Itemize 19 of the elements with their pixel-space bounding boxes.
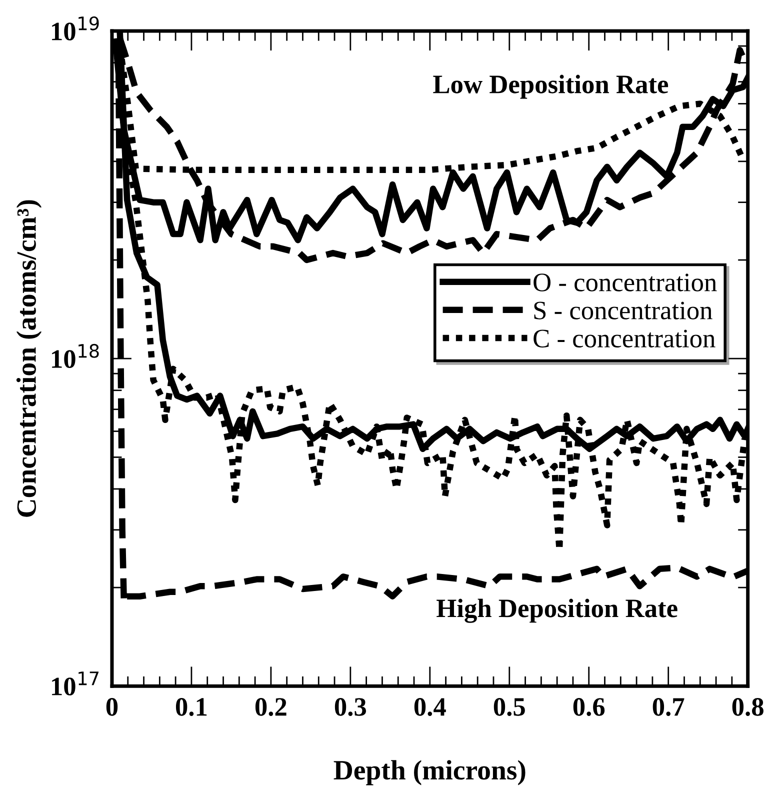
x-tick-label: 0.7 [652,698,684,716]
x-tick-label: 0.2 [255,698,286,716]
y-tick-label: 10$^{18}$ [52,344,99,368]
legend-label: S - concentration [534,302,712,320]
x-tick-label: 0.8 [732,698,764,716]
x-tick-label: 0.5 [494,698,525,716]
annotation: Low Deposition Rate [433,74,668,99]
legend-label: C - concentration [534,330,716,348]
x-tick-label: 0.6 [573,698,605,716]
y-axis-title: Concentration (atoms/cm³) [16,200,42,517]
y-tick-label: 10$^{19}$ [52,16,99,40]
x-tick-label: 0.3 [334,698,366,716]
legend-label: O - concentration [534,274,717,292]
x-tick-label: 0.4 [414,698,446,716]
annotation: High Deposition Rate [436,598,678,623]
x-tick-label: 0.1 [176,698,207,716]
x-tick-label: 0 [106,698,118,716]
x-axis-title: Depth (microns) [334,760,526,786]
y-tick-label: 10$^{17}$ [52,672,99,696]
